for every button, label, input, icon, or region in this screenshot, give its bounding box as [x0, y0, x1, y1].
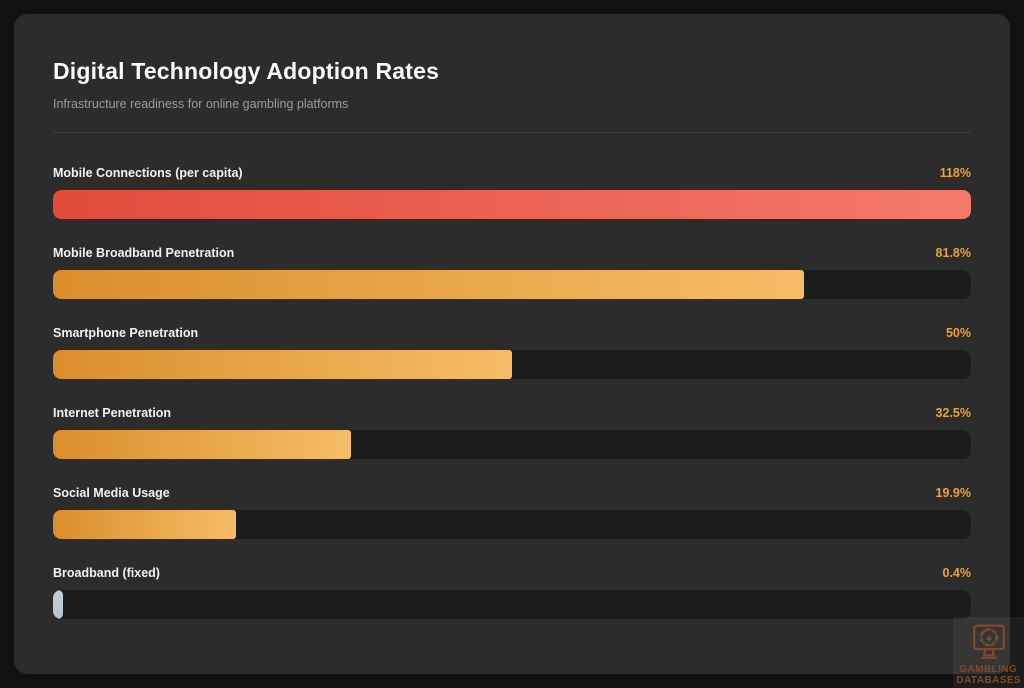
bar-head: Mobile Connections (per capita) 118%	[53, 166, 971, 180]
bar-fill	[53, 350, 512, 379]
bar-value: 50%	[945, 326, 971, 340]
bar-row: Broadband (fixed) 0.4%	[53, 566, 971, 619]
bar-fill	[53, 190, 971, 219]
bar-label: Smartphone Penetration	[53, 326, 199, 340]
bars-list: Mobile Connections (per capita) 118% Mob…	[53, 166, 971, 619]
monitor-casino-chip-icon: ♠	[972, 624, 1005, 659]
bar-row: Mobile Connections (per capita) 118%	[53, 166, 971, 219]
bar-track	[53, 430, 971, 459]
bar-head: Mobile Broadband Penetration 81.8%	[53, 246, 971, 260]
bar-track	[53, 350, 971, 379]
page-title: Digital Technology Adoption Rates	[53, 58, 440, 84]
bar-value: 0.4%	[942, 566, 972, 580]
bar-value: 32.5%	[935, 406, 971, 420]
watermark-line2: DATABASES	[956, 674, 1021, 686]
bar-fill	[53, 430, 352, 459]
bar-label: Mobile Broadband Penetration	[53, 246, 235, 260]
bar-head: Social Media Usage 19.9%	[53, 486, 971, 500]
page-subtitle: Infrastructure readiness for online gamb…	[53, 97, 349, 111]
bar-track	[53, 270, 971, 299]
svg-text:♠: ♠	[986, 633, 992, 644]
bar-label: Mobile Connections (per capita)	[53, 166, 243, 180]
bar-row: Social Media Usage 19.9%	[53, 486, 971, 539]
bar-head: Internet Penetration 32.5%	[53, 406, 971, 420]
chart-card: Digital Technology Adoption Rates Infras…	[14, 14, 1010, 674]
bar-fill	[53, 510, 236, 539]
bar-head: Broadband (fixed) 0.4%	[53, 566, 971, 580]
bar-value: 81.8%	[935, 246, 971, 260]
watermark-logo: ♠ GAMBLING DATABASES	[953, 617, 1024, 688]
bar-track	[53, 190, 971, 219]
bar-value: 19.9%	[935, 486, 971, 500]
bar-row: Mobile Broadband Penetration 81.8%	[53, 246, 971, 299]
bar-label: Broadband (fixed)	[53, 566, 160, 580]
bar-label: Social Media Usage	[53, 486, 170, 500]
bar-row: Smartphone Penetration 50%	[53, 326, 971, 379]
bar-head: Smartphone Penetration 50%	[53, 326, 971, 340]
watermark-line1: GAMBLING	[959, 663, 1018, 675]
bar-track	[53, 510, 971, 539]
bar-fill	[53, 270, 804, 299]
bar-fill	[53, 590, 63, 619]
bar-track	[53, 590, 971, 619]
bar-value: 118%	[939, 166, 971, 180]
divider	[53, 132, 971, 133]
bar-label: Internet Penetration	[53, 406, 172, 420]
bar-row: Internet Penetration 32.5%	[53, 406, 971, 459]
